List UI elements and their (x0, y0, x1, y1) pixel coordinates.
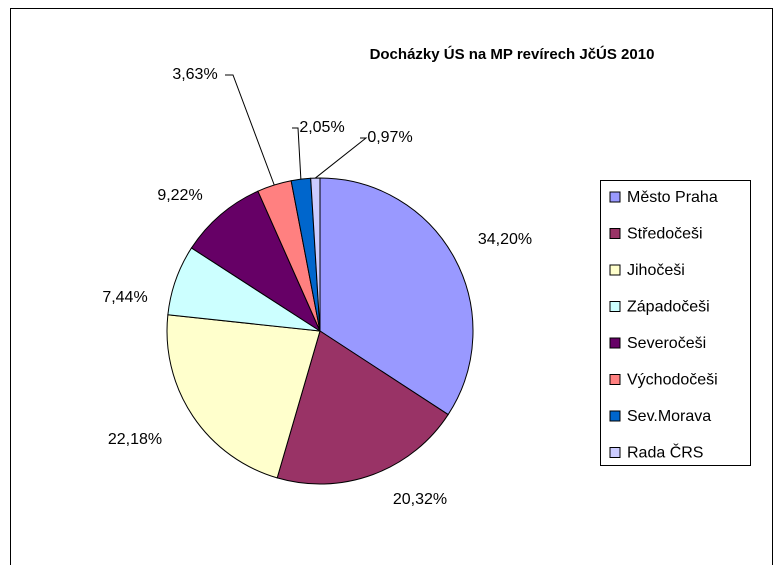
legend-swatch (609, 447, 621, 458)
legend-label: Východočeši (627, 372, 718, 389)
leader-line (315, 137, 368, 179)
legend-swatch (609, 264, 621, 276)
data-label: 34,20% (478, 231, 532, 248)
legend-label: Středočeši (627, 226, 703, 243)
legend-label: Sev.Morava (627, 408, 711, 425)
data-label: 2,05% (299, 119, 344, 136)
data-label: 3,63% (172, 66, 217, 83)
legend-label: Město Praha (627, 189, 718, 206)
pie-slice (276, 330, 449, 485)
legend-label: Jihočeši (627, 262, 685, 279)
legend-swatch (609, 410, 621, 422)
legend-label: Severočeši (627, 335, 706, 352)
pie-slice (166, 314, 321, 479)
legend-label: Západočeši (627, 299, 710, 316)
data-label: 7,44% (102, 289, 147, 306)
pie-slice (190, 190, 322, 333)
chart-title: Docházky ÚS na MP revírech JčÚS 2010 (370, 45, 655, 63)
legend-swatch (609, 301, 621, 312)
legend-swatch (609, 228, 621, 239)
data-label: 0,97% (367, 129, 412, 146)
data-label: 20,32% (393, 491, 447, 508)
leader-line (225, 74, 275, 186)
legend-swatch (609, 191, 621, 203)
data-label: 22,18% (108, 431, 162, 448)
legend-box (600, 180, 751, 466)
legend-swatch (609, 337, 621, 349)
legend-swatch (609, 374, 621, 385)
data-label: 9,22% (157, 187, 202, 204)
legend-label: Rada ČRS (627, 443, 703, 462)
leader-line (292, 127, 302, 180)
